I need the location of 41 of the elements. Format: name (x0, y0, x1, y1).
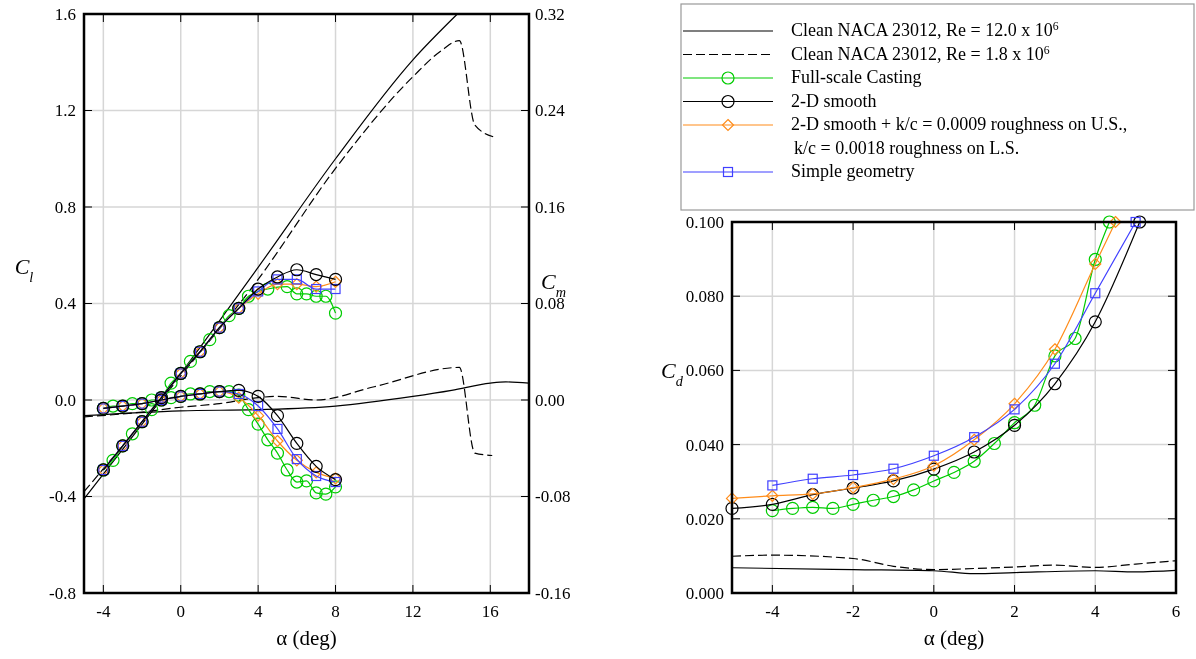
y2-tick-label: 0.00 (535, 390, 565, 410)
legend-label: 2-D smooth + k/c = 0.0009 roughness on U.S., k/c = 0.0018 roughness on L.S. (791, 114, 1128, 158)
x-tick-label: 0 (929, 602, 939, 621)
x-tick-label: 8 (331, 602, 340, 621)
x-tick-label: -2 (846, 602, 861, 621)
x-tick-label: 4 (253, 602, 263, 621)
y-tick-label: 0.040 (685, 435, 724, 455)
y2-tick-label: 0.24 (535, 101, 566, 121)
y2-tick-label: 0.32 (535, 4, 565, 24)
x-tick-label: 6 (1171, 602, 1181, 621)
x-tick-label: -4 (765, 602, 780, 621)
y-tick-label: 1.6 (54, 4, 76, 24)
y-tick-label: 0.4 (54, 294, 77, 314)
y-tick-label: 0.100 (685, 212, 724, 232)
legend-label: Clean NACA 23012, Re = 1.8 x 10$^{6}$ (791, 43, 1050, 64)
legend-label: Clean NACA 23012, Re = 12.0 x 10$^{6}$ (791, 19, 1059, 40)
x-tick-label: -4 (96, 602, 111, 621)
y-tick-label: 0.020 (685, 509, 724, 529)
y-tick-label: 1.2 (54, 101, 76, 121)
y-tick-label: 0.080 (685, 287, 724, 307)
legend-label: Full-scale Casting (791, 67, 922, 87)
x-axis-title: α (deg) (923, 626, 985, 650)
y2-tick-label: -0.16 (535, 583, 571, 603)
y-axis-title: C$_{l}$ (14, 253, 34, 285)
y2-tick-label: 0.16 (535, 197, 565, 217)
x-tick-label: 16 (481, 602, 499, 621)
x-axis-title: α (deg) (276, 626, 337, 650)
y-tick-label: -0.4 (49, 487, 77, 507)
y-tick-label: -0.8 (49, 583, 76, 603)
x-tick-label: 12 (404, 602, 422, 621)
y-tick-label: 0.000 (685, 583, 724, 603)
y2-tick-label: -0.08 (535, 487, 571, 507)
legend-label: Simple geometry (791, 161, 915, 181)
x-tick-label: 0 (176, 602, 185, 621)
x-tick-label: 4 (1091, 602, 1101, 621)
y-tick-label: 0.8 (54, 197, 76, 217)
legend-label: 2-D smooth (791, 90, 877, 111)
y-tick-label: 0.060 (685, 361, 724, 381)
x-tick-label: 2 (1010, 602, 1019, 621)
y-tick-label: 0.0 (54, 390, 76, 410)
y-axis-title: C$_{d}$ (661, 357, 684, 389)
